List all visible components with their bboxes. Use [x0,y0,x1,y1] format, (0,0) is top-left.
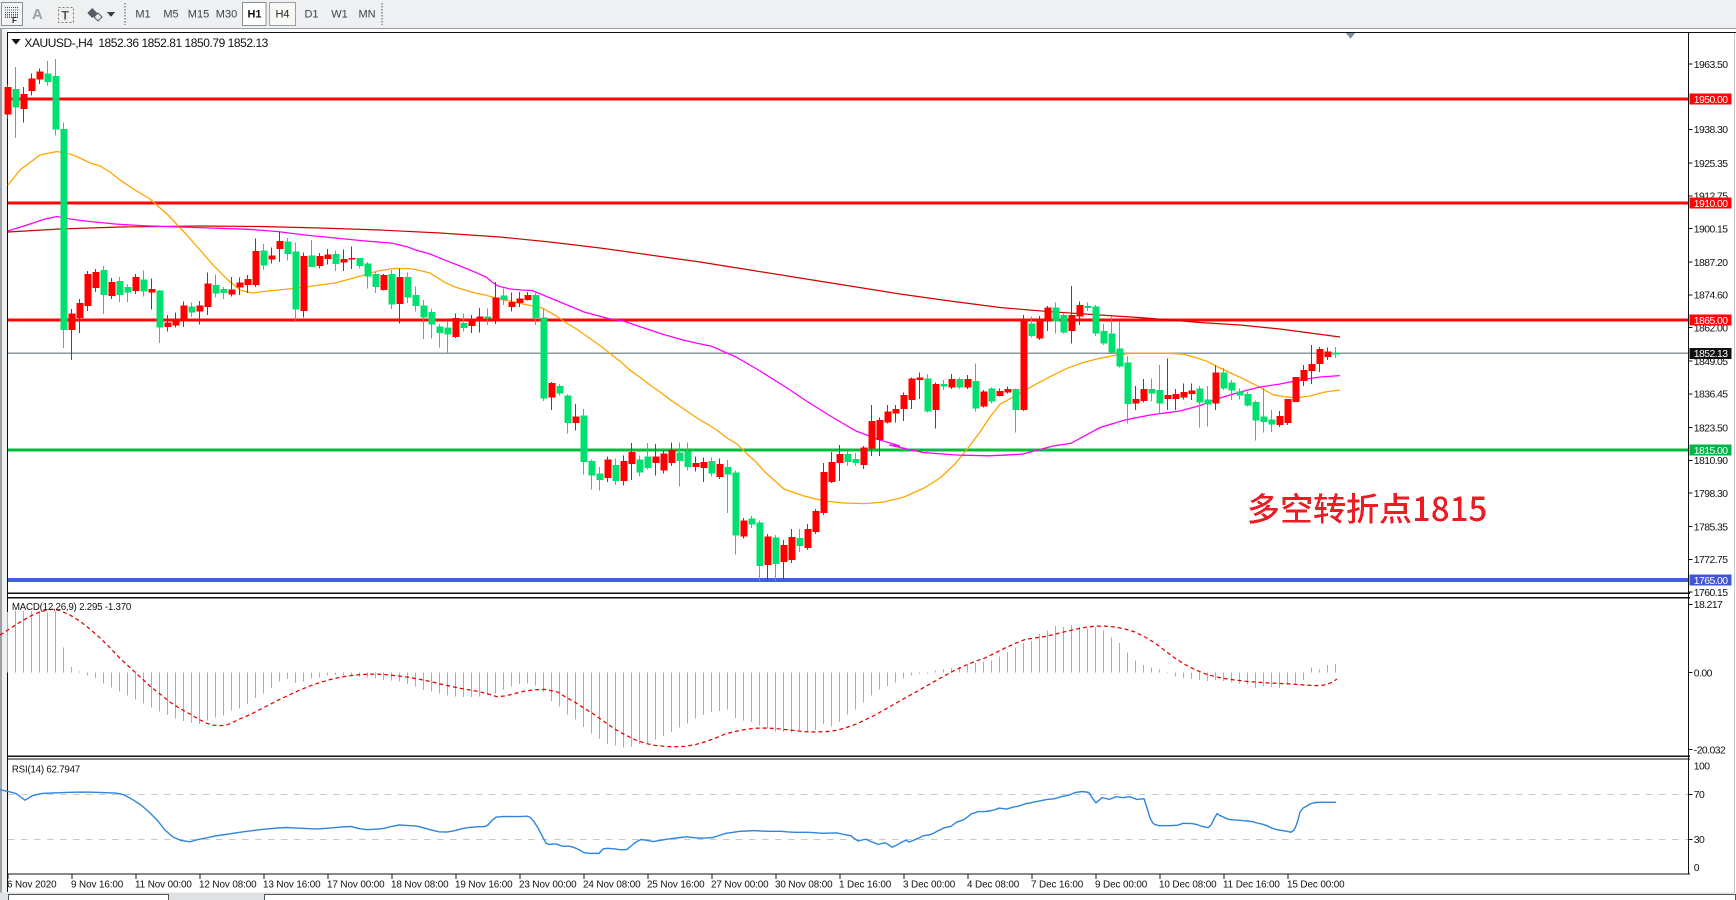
svg-text:0: 0 [1694,863,1700,874]
svg-text:RSI(14) 62.7947: RSI(14) 62.7947 [12,764,80,775]
svg-text:1874.60: 1874.60 [1694,291,1728,302]
svg-text:6 Nov 2020: 6 Nov 2020 [7,879,57,890]
svg-text:MACD(12,26,9) 2.295 -1.370: MACD(12,26,9) 2.295 -1.370 [12,602,132,613]
svg-text:27 Nov 00:00: 27 Nov 00:00 [711,879,769,890]
svg-text:-20.032: -20.032 [1694,745,1726,756]
svg-text:XAUUSD-,H4 1852.36 1852.81 18: XAUUSD-,H4 1852.36 1852.81 1850.79 1852.… [24,36,268,50]
svg-text:0.00: 0.00 [1694,668,1713,679]
svg-text:15 Dec 00:00: 15 Dec 00:00 [1287,879,1345,890]
svg-text:MN: MN [358,9,375,21]
svg-text:W1: W1 [331,9,348,21]
svg-text:3 Dec 00:00: 3 Dec 00:00 [903,879,956,890]
svg-text:1810.90: 1810.90 [1694,456,1728,467]
svg-text:1910.00: 1910.00 [1694,199,1728,210]
svg-text:1912.75: 1912.75 [1694,192,1728,203]
svg-text:H1: H1 [247,9,261,21]
svg-text:D1: D1 [304,9,318,21]
svg-text:24 Nov 08:00: 24 Nov 08:00 [583,879,641,890]
svg-text:1849.05: 1849.05 [1694,357,1728,368]
svg-text:1823.50: 1823.50 [1694,423,1728,434]
svg-text:H4: H4 [275,9,289,21]
svg-text:9 Dec 00:00: 9 Dec 00:00 [1095,879,1148,890]
svg-text:1760.15: 1760.15 [1694,588,1728,599]
svg-text:17 Nov 00:00: 17 Nov 00:00 [327,879,385,890]
svg-text:11 Dec 16:00: 11 Dec 16:00 [1223,879,1280,890]
svg-text:100: 100 [1694,762,1710,773]
svg-text:M1: M1 [135,9,150,21]
svg-text:1887.20: 1887.20 [1694,258,1728,269]
svg-text:F: F [12,16,17,25]
svg-text:18 Nov 08:00: 18 Nov 08:00 [391,879,449,890]
svg-text:1 Dec 16:00: 1 Dec 16:00 [839,879,892,890]
svg-text:25 Nov 16:00: 25 Nov 16:00 [647,879,705,890]
svg-text:4 Dec 08:00: 4 Dec 08:00 [967,879,1020,890]
svg-text:10 Dec 08:00: 10 Dec 08:00 [1159,879,1217,890]
svg-text:1772.75: 1772.75 [1694,555,1728,566]
svg-text:1798.30: 1798.30 [1694,489,1728,500]
svg-text:23 Nov 00:00: 23 Nov 00:00 [519,879,577,890]
svg-text:1925.35: 1925.35 [1694,159,1728,170]
svg-text:M5: M5 [163,9,178,21]
svg-text:1862.00: 1862.00 [1694,323,1728,334]
svg-text:1900.15: 1900.15 [1694,224,1728,235]
svg-text:30 Nov 08:00: 30 Nov 08:00 [775,879,833,890]
svg-text:1963.50: 1963.50 [1694,60,1728,71]
svg-text:13 Nov 16:00: 13 Nov 16:00 [263,879,321,890]
svg-text:70: 70 [1694,790,1705,801]
svg-text:1815.00: 1815.00 [1694,446,1728,457]
svg-text:19 Nov 16:00: 19 Nov 16:00 [455,879,513,890]
svg-text:1865.00: 1865.00 [1694,316,1728,327]
svg-text:30: 30 [1694,835,1705,846]
svg-text:7 Dec 16:00: 7 Dec 16:00 [1031,879,1084,890]
svg-text:1836.45: 1836.45 [1694,390,1728,401]
svg-text:T: T [62,9,70,23]
svg-text:1950.00: 1950.00 [1694,95,1728,106]
svg-text:A: A [32,6,43,23]
svg-text:1852.13: 1852.13 [1694,349,1728,360]
svg-text:1938.30: 1938.30 [1694,125,1728,136]
svg-text:M30: M30 [216,9,237,21]
svg-text:11 Nov 00:00: 11 Nov 00:00 [135,879,192,890]
svg-text:M15: M15 [188,9,209,21]
svg-text:9 Nov 16:00: 9 Nov 16:00 [71,879,124,890]
svg-text:12 Nov 08:00: 12 Nov 08:00 [199,879,257,890]
svg-text:1765.00: 1765.00 [1694,576,1728,587]
svg-text:1785.35: 1785.35 [1694,522,1728,533]
svg-text:18.217: 18.217 [1694,600,1723,611]
